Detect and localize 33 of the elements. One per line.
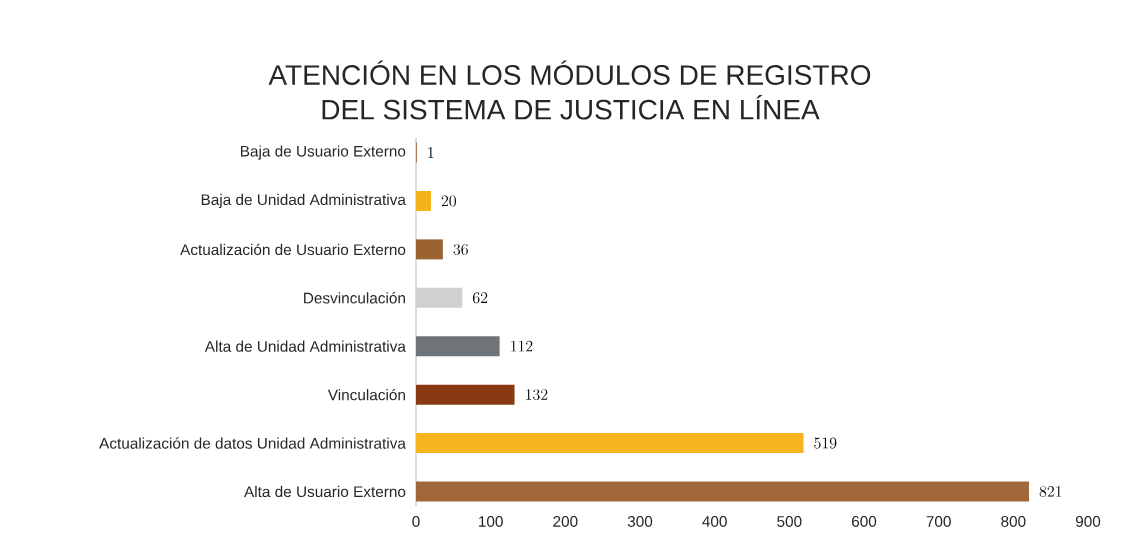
x-tick-label: 400 [702,516,727,527]
x-tick-label: 0 [412,516,420,527]
x-tick-label: 200 [553,516,578,527]
y-tick-label: Alta de Unidad Administrativa [204,340,406,352]
x-tick-label: 300 [627,516,653,527]
bar [416,481,1030,502]
data-label: 132 [526,389,548,401]
bar [416,336,500,357]
data-label: 20 [441,195,456,207]
data-label: 112 [511,340,533,352]
x-tick-label: 100 [479,516,503,527]
x-tick-label: 900 [1075,516,1101,527]
chart-title: ATENCIÓN EN LOS MÓDULOS DE REGISTRO DEL SISTEMA DE JUSTICIA EN LÍNEA [268,60,871,120]
y-tick-label: Desvinculación [304,292,405,304]
y-tick-label: Actualización de Usuario Externo [180,243,406,256]
data-label: 36 [453,243,468,255]
data-label: 519 [814,437,837,449]
x-tick-label: 600 [851,516,877,527]
bar [416,433,804,454]
y-tick-label: Vinculación [327,388,405,401]
y-tick-label: Actualización de datos Unidad Administrativa [99,437,406,449]
bar [416,239,443,260]
x-tick-label: 800 [1001,516,1026,527]
data-label: 1 [428,147,434,158]
bar [416,384,515,405]
y-tick-label: Baja de Unidad Administrativa [201,193,406,209]
data-label: 62 [472,292,488,304]
y-tick-label: Baja de Usuario Externo [241,145,406,160]
y-tick-label: Alta de Usuario Externo [244,485,406,498]
data-label: 821 [1039,485,1062,497]
bar [416,190,431,211]
x-tick-label: 500 [777,516,802,527]
x-tick-label: 700 [926,516,951,527]
